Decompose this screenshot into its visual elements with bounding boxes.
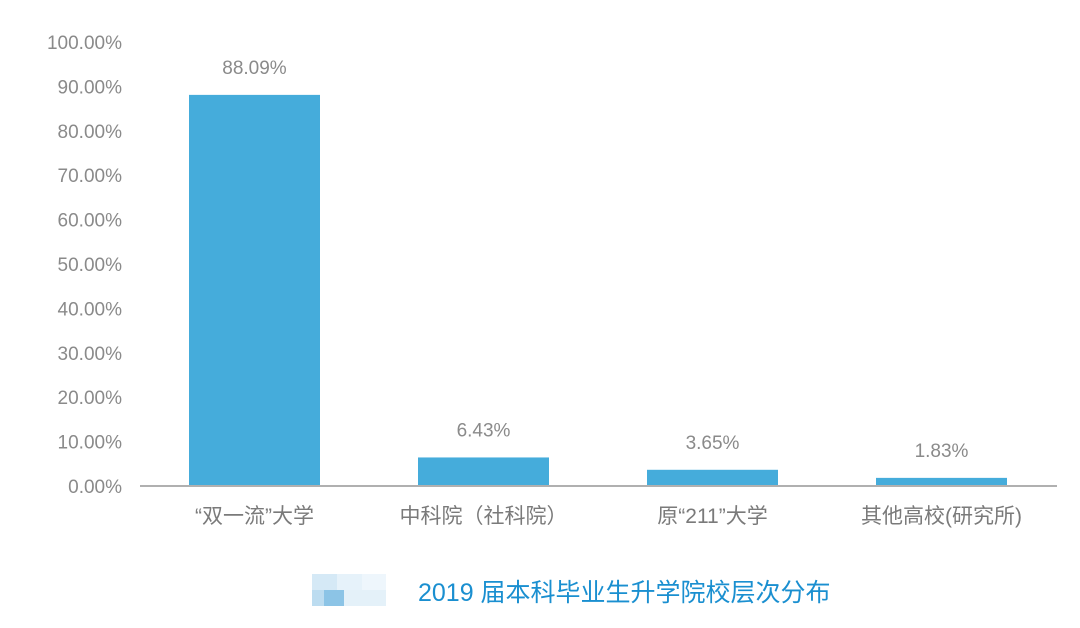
- y-tick-label: 40.00%: [58, 299, 123, 320]
- data-label: 6.43%: [457, 420, 511, 441]
- data-label: 3.65%: [686, 433, 740, 454]
- x-category-label: 中科院（社科院）: [400, 505, 568, 528]
- x-category-label: 其他高校(研究所): [861, 505, 1022, 528]
- bar: [418, 457, 549, 486]
- bar: [647, 469, 778, 486]
- y-tick-label: 80.00%: [58, 122, 123, 143]
- y-tick-label: 70.00%: [58, 166, 123, 187]
- y-tick-label: 90.00%: [58, 77, 123, 98]
- title-legend-icon: [312, 574, 386, 606]
- y-tick-label: 30.00%: [58, 344, 123, 365]
- x-category-label: 原“211”大学: [657, 505, 767, 528]
- y-tick-label: 50.00%: [58, 255, 123, 276]
- data-label: 1.83%: [915, 441, 969, 462]
- y-axis-ticks: 0.00% 10.00% 20.00% 30.00% 40.00% 50.00% 60.00…: [47, 33, 122, 498]
- chart-title: 2019 届本科毕业生升学院校层次分布: [418, 579, 831, 607]
- bar: [189, 94, 320, 486]
- y-tick-label: 20.00%: [58, 388, 123, 409]
- y-tick-label: 0.00%: [68, 477, 122, 498]
- data-label: 88.09%: [222, 58, 287, 79]
- bar: [876, 477, 1007, 486]
- bars: 88.09% 6.43% 3.65% 1.83%: [189, 58, 1007, 486]
- y-tick-label: 60.00%: [58, 211, 123, 232]
- y-tick-label: 100.00%: [47, 33, 122, 54]
- x-category-label: “双一流”大学: [195, 505, 314, 528]
- y-tick-label: 10.00%: [58, 433, 123, 454]
- x-axis-categories: “双一流”大学 中科院（社科院） 原“211”大学 其他高校(研究所): [195, 505, 1022, 528]
